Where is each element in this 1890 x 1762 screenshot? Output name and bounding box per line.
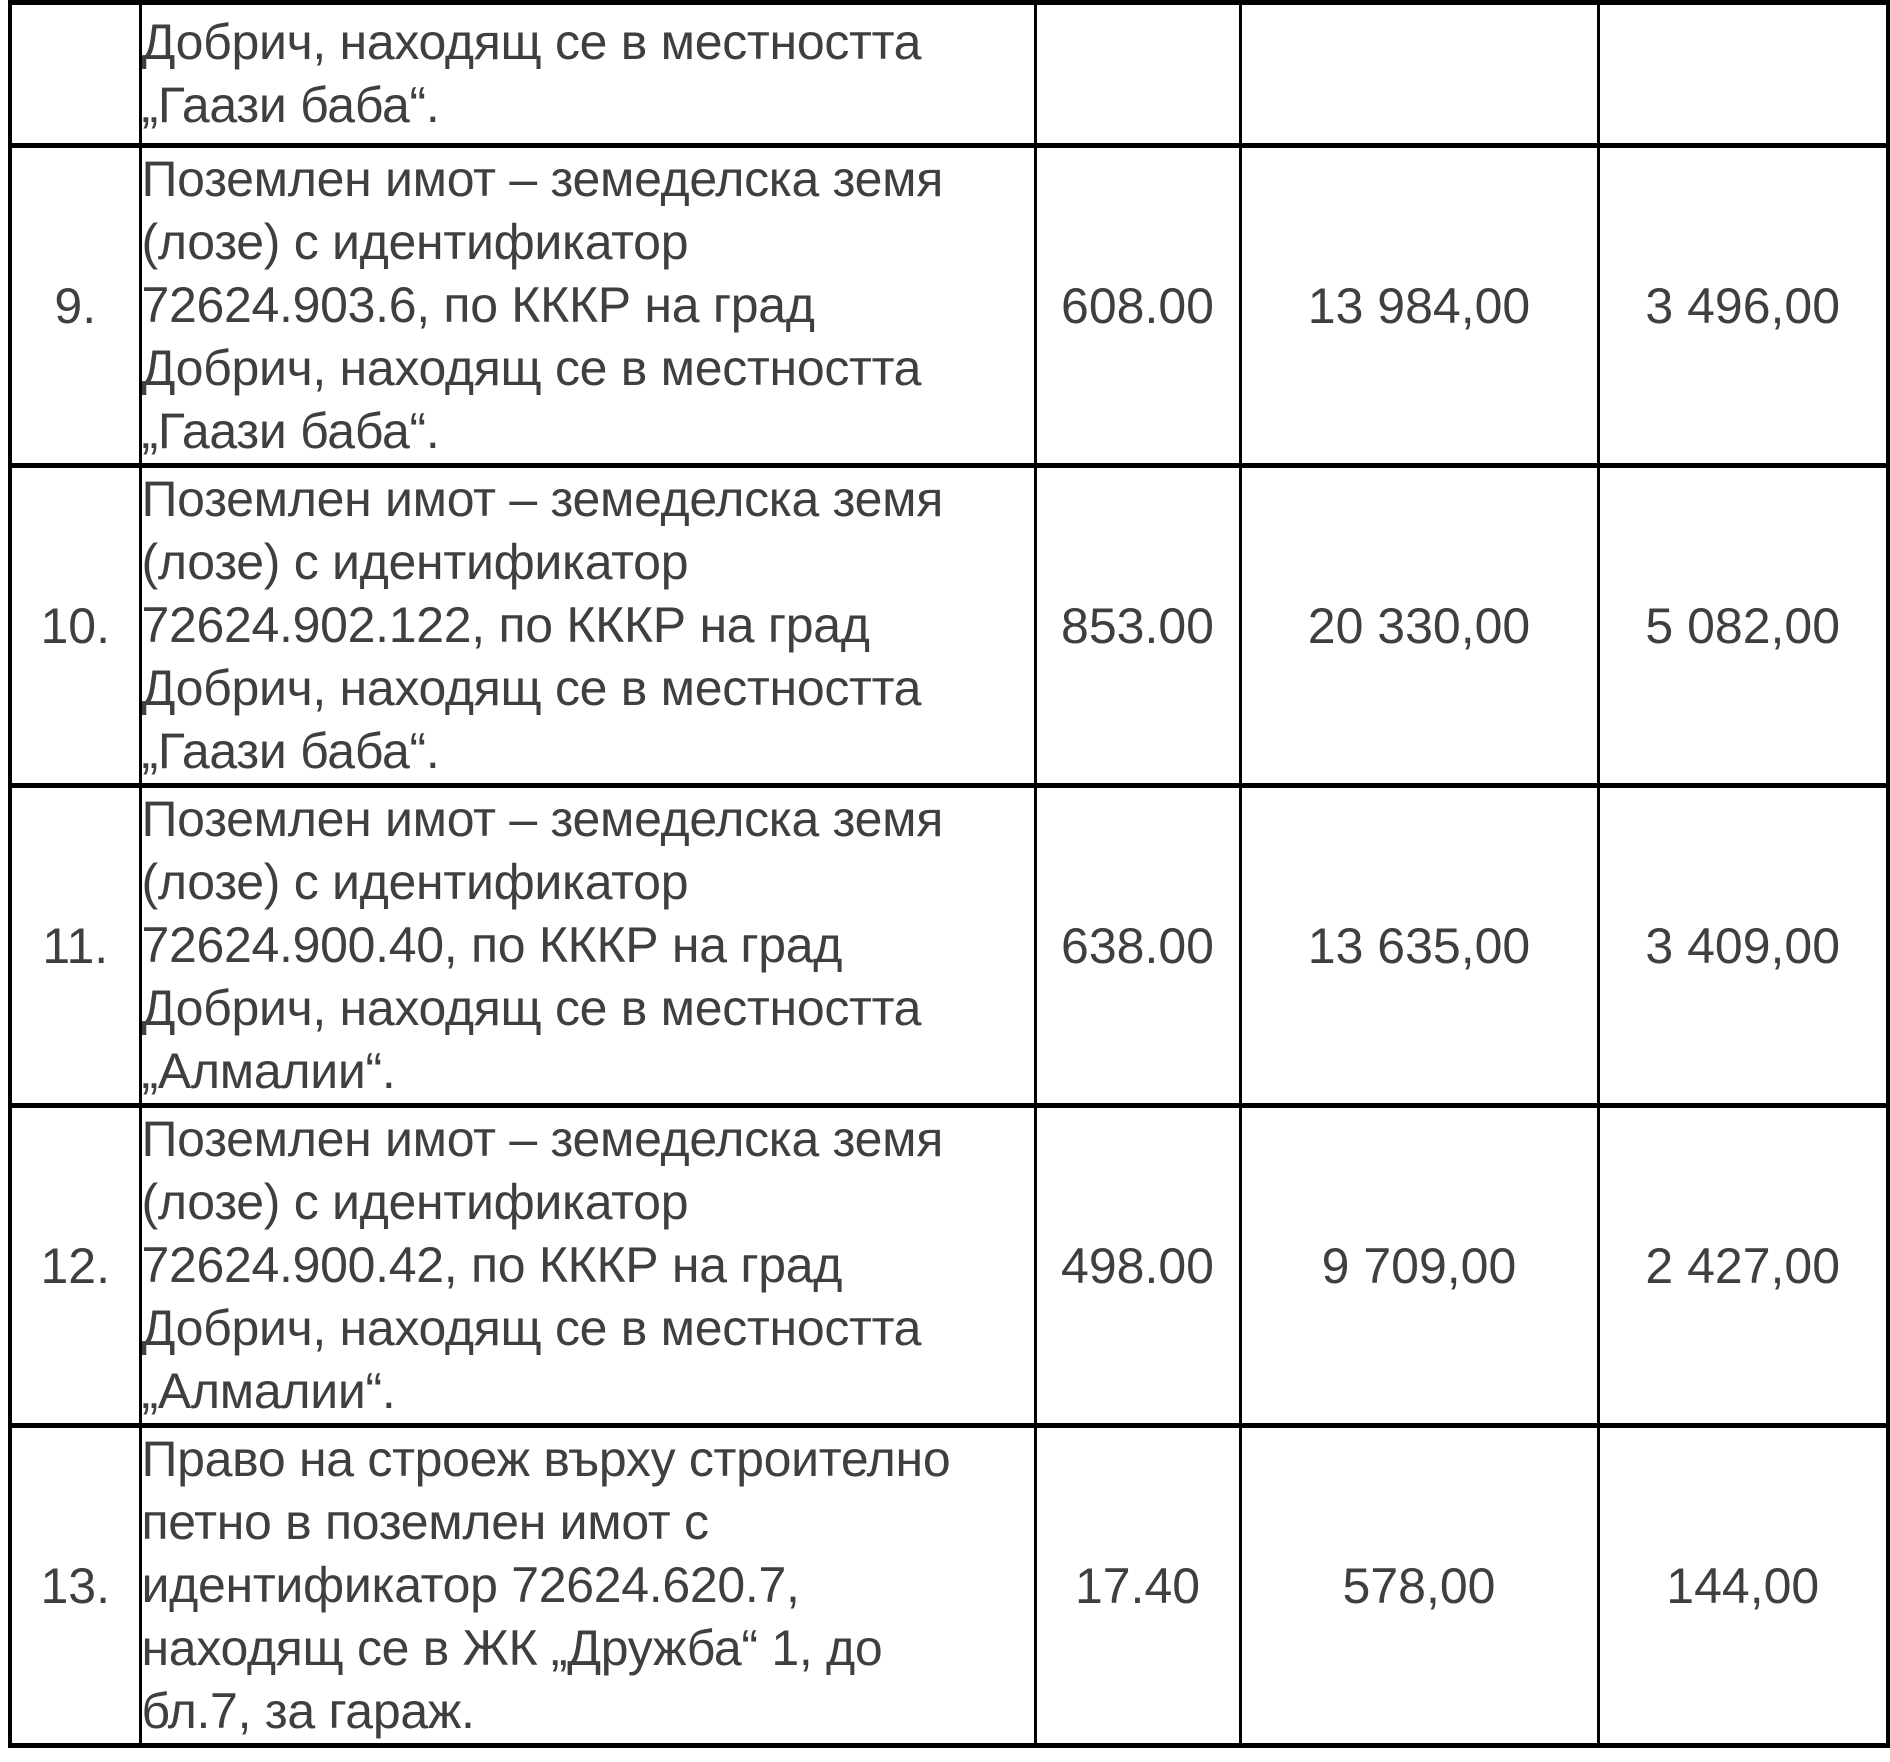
val3-cell: 638.00	[1033, 783, 1242, 1108]
row-number: 9.	[54, 277, 97, 334]
val4-cell: 20 330,00	[1238, 463, 1600, 788]
desc-line: 72624.900.42, по КККР на град	[141, 1237, 843, 1293]
val5-cell: 144,00	[1596, 1423, 1890, 1748]
row-number: 12.	[40, 1237, 110, 1294]
desc-line: находящ се в ЖК „Дружба“ 1, до	[141, 1620, 883, 1676]
desc-line: 72624.900.40, по КККР на град	[141, 917, 843, 973]
val5-cell: 3 496,00	[1596, 143, 1890, 468]
desc-cell: Поземлен имот – земеделска земя (лозе) с…	[138, 1103, 1037, 1428]
num-cell: 13.	[8, 1423, 142, 1748]
desc-line: „Гаази баба“.	[141, 403, 440, 459]
val3-cell: 608.00	[1033, 143, 1242, 468]
val5-cell	[1596, 0, 1890, 148]
desc-line: (лозе) с идентификатор	[141, 214, 689, 270]
desc-line: Поземлен имот – земеделска земя	[141, 151, 943, 207]
val3-cell: 498.00	[1033, 1103, 1242, 1428]
val5-cell: 5 082,00	[1596, 463, 1890, 788]
num-cell: 12.	[8, 1103, 142, 1428]
val4-cell: 13 984,00	[1238, 143, 1600, 468]
desc-cell: Добрич, находящ се в местността „Гаази б…	[138, 0, 1037, 148]
desc-line: Добрич, находящ се в местността	[141, 14, 922, 70]
desc-line: 72624.903.6, по КККР на град	[141, 277, 815, 333]
val4-cell: 578,00	[1238, 1423, 1600, 1748]
table-row-10: 10. Поземлен имот – земеделска земя (лоз…	[8, 463, 1890, 788]
desc-line: Поземлен имот – земеделска земя	[141, 791, 943, 847]
property-table: Добрич, находящ се в местността „Гаази б…	[8, 0, 1890, 1748]
desc-line: Поземлен имот – земеделска земя	[141, 471, 943, 527]
table-row-11: 11. Поземлен имот – земеделска земя (лоз…	[8, 783, 1890, 1108]
desc-line: Добрич, находящ се в местността	[141, 980, 922, 1036]
val4-cell	[1238, 0, 1600, 148]
desc-line: бл.7, за гараж.	[141, 1683, 475, 1739]
val3-cell	[1033, 0, 1242, 148]
num-cell: 9.	[8, 143, 142, 468]
table-row-13: 13. Право на строеж върху строително пет…	[8, 1423, 1890, 1748]
desc-line: (лозе) с идентификатор	[141, 534, 689, 590]
row-number: 13.	[40, 1557, 110, 1614]
row-number: 10.	[40, 597, 110, 654]
val3-cell: 853.00	[1033, 463, 1242, 788]
num-cell: 10.	[8, 463, 142, 788]
desc-line: Добрич, находящ се в местността	[141, 660, 922, 716]
desc-line: Добрич, находящ се в местността	[141, 1300, 922, 1356]
table-row-9: 9. Поземлен имот – земеделска земя (лозе…	[8, 143, 1890, 468]
desc-line: Поземлен имот – земеделска земя	[141, 1111, 943, 1167]
desc-cell: Поземлен имот – земеделска земя (лозе) с…	[138, 143, 1037, 468]
table-row-partial: Добрич, находящ се в местността „Гаази б…	[8, 0, 1890, 148]
val3-cell: 17.40	[1033, 1423, 1242, 1748]
desc-line: (лозе) с идентификатор	[141, 854, 689, 910]
desc-line: (лозе) с идентификатор	[141, 1174, 689, 1230]
desc-line: „Гаази баба“.	[141, 77, 440, 133]
num-cell: 11.	[8, 783, 142, 1108]
val5-cell: 2 427,00	[1596, 1103, 1890, 1428]
num-cell	[8, 0, 142, 148]
desc-line: идентификатор 72624.620.7,	[141, 1557, 800, 1613]
val4-cell: 13 635,00	[1238, 783, 1600, 1108]
desc-line: „Алмалии“.	[141, 1363, 396, 1419]
table-row-12: 12. Поземлен имот – земеделска земя (лоз…	[8, 1103, 1890, 1428]
desc-line: Добрич, находящ се в местността	[141, 340, 922, 396]
row-number: 11.	[42, 917, 109, 974]
desc-cell: Поземлен имот – земеделска земя (лозе) с…	[138, 463, 1037, 788]
val5-cell: 3 409,00	[1596, 783, 1890, 1108]
desc-line: „Гаази баба“.	[141, 723, 440, 779]
val4-cell: 9 709,00	[1238, 1103, 1600, 1428]
desc-line: Право на строеж върху строително	[141, 1431, 951, 1487]
desc-cell: Право на строеж върху строително петно в…	[138, 1423, 1037, 1748]
desc-line: 72624.902.122, по КККР на град	[141, 597, 870, 653]
desc-line: петно в поземлен имот с	[141, 1494, 709, 1550]
desc-line: „Алмалии“.	[141, 1043, 396, 1099]
desc-cell: Поземлен имот – земеделска земя (лозе) с…	[138, 783, 1037, 1108]
